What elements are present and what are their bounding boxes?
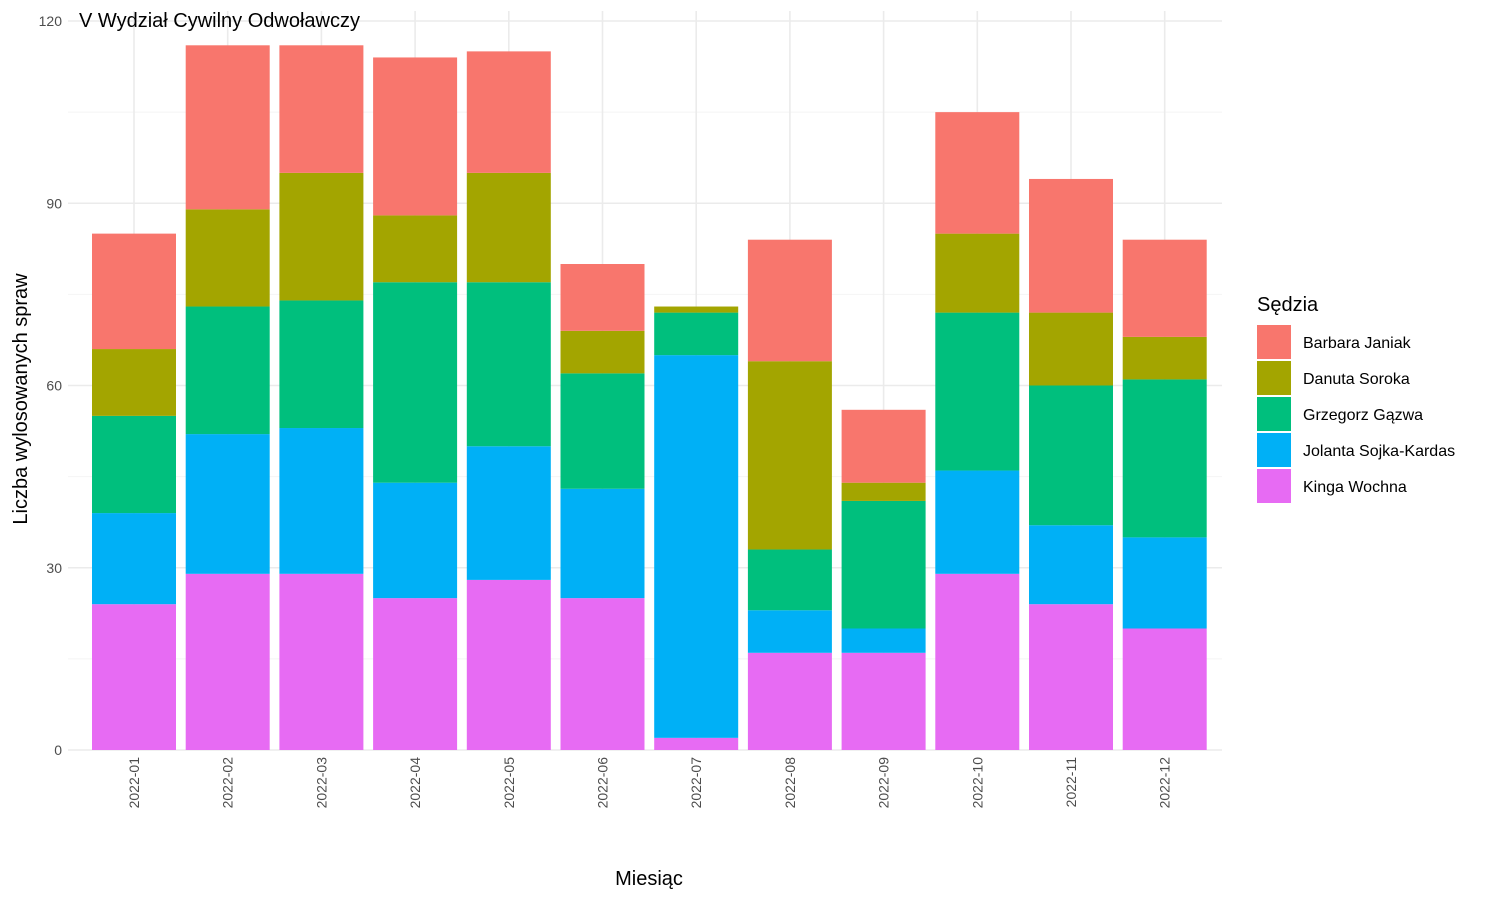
bar-segment <box>373 598 458 750</box>
legend-title: Sędzia <box>1257 294 1319 316</box>
bar-segment <box>935 312 1020 471</box>
bar-segment <box>747 610 832 653</box>
bar-segment <box>185 573 270 750</box>
legend-label: Barbara Janiak <box>1303 335 1412 352</box>
bar-segment <box>92 349 176 416</box>
bar-segment <box>935 573 1020 750</box>
x-tick-label: 2022-01 <box>126 757 142 809</box>
bar-segment <box>747 652 832 750</box>
x-tick-label: 2022-06 <box>595 757 611 809</box>
bar-segment <box>1029 525 1113 605</box>
bar-segment <box>841 500 926 629</box>
bar-segment <box>841 628 926 653</box>
bar-segment <box>560 488 645 599</box>
bar-segment <box>841 482 926 501</box>
legend: Sędzia Barbara Janiak Danuta Soroka Grzego… <box>1257 294 1455 503</box>
bar-segment <box>466 579 551 750</box>
legend-label: Jolanta Sojka-Kardas <box>1303 443 1455 460</box>
bar-segment <box>747 239 832 362</box>
bar-segment <box>935 470 1020 574</box>
x-tick-label: 2022-08 <box>782 757 798 809</box>
bar-segment <box>1122 336 1207 380</box>
bar-segment <box>279 300 364 429</box>
bar-segment <box>466 282 551 447</box>
y-tick-label: 60 <box>46 378 62 394</box>
bar-segment <box>654 355 739 738</box>
bar-segment <box>185 209 270 307</box>
bar-segment <box>1029 604 1113 750</box>
bar-segment <box>373 282 458 483</box>
x-tick-label: 2022-07 <box>688 757 704 809</box>
bar-segment <box>466 51 551 173</box>
bar-segment <box>747 549 832 611</box>
bar-segment <box>92 513 176 605</box>
bar-segment <box>560 264 645 331</box>
x-tick-label: 2022-04 <box>407 757 423 809</box>
legend-label: Kinga Wochna <box>1303 479 1407 496</box>
x-tick-label: 2022-10 <box>969 757 985 809</box>
bar-segment <box>1122 379 1207 538</box>
y-axis-ticks: 0 30 60 90 120 <box>39 13 63 758</box>
bar-segment <box>373 482 458 599</box>
bar-segment <box>935 233 1020 313</box>
bar-segment <box>841 652 926 750</box>
bar-segment <box>1122 239 1207 337</box>
bar-segment <box>1122 537 1207 629</box>
y-tick-label: 90 <box>46 195 62 211</box>
bar-segment <box>1029 385 1113 526</box>
y-tick-label: 120 <box>39 13 63 29</box>
bar-segment <box>1029 312 1113 386</box>
y-tick-label: 0 <box>54 742 62 758</box>
legend-swatch <box>1257 325 1291 359</box>
bar-segment <box>466 446 551 580</box>
x-axis-ticks: 2022-01 2022-02 2022-03 2022-04 2022-05 2022-… <box>126 757 1173 809</box>
bar-segment <box>935 112 1020 234</box>
bar-segment <box>279 428 364 574</box>
legend-swatch <box>1257 397 1291 431</box>
bar-segment <box>560 598 645 750</box>
bar-segment <box>466 172 551 283</box>
x-tick-label: 2022-03 <box>313 757 329 809</box>
legend-label: Grzegorz Gązwa <box>1303 407 1423 424</box>
y-tick-label: 30 <box>46 560 62 576</box>
bars <box>92 45 1207 750</box>
legend-swatch <box>1257 361 1291 395</box>
legend-swatch <box>1257 433 1291 467</box>
x-tick-label: 2022-02 <box>220 757 236 809</box>
chart-title: V Wydział Cywilny Odwoławczy <box>79 10 360 32</box>
x-tick-label: 2022-09 <box>876 757 892 809</box>
bar-segment <box>279 172 364 301</box>
legend-swatch <box>1257 469 1291 503</box>
bar-segment <box>1122 628 1207 750</box>
bar-segment <box>279 45 364 173</box>
legend-label: Danuta Soroka <box>1303 371 1410 388</box>
bar-segment <box>560 373 645 489</box>
bar-segment <box>185 45 270 210</box>
bar-segment <box>279 573 364 750</box>
bar-segment <box>373 57 458 216</box>
bar-segment <box>654 306 739 313</box>
bar-segment <box>373 215 458 283</box>
bar-segment <box>560 330 645 374</box>
bar-segment <box>654 737 739 750</box>
x-tick-label: 2022-05 <box>501 757 517 809</box>
bar-segment <box>92 604 176 750</box>
bar-segment <box>841 409 926 483</box>
bar-segment <box>1029 178 1113 313</box>
x-axis-title: Miesiąc <box>615 868 683 890</box>
bar-segment <box>92 415 176 514</box>
x-tick-label: 2022-12 <box>1157 757 1173 809</box>
y-axis-title: Liczba wylosowanych spraw <box>10 273 32 525</box>
bar-segment <box>654 312 739 356</box>
bar-segment <box>185 434 270 574</box>
bar-segment <box>185 306 270 435</box>
bar-segment <box>92 233 176 350</box>
bar-segment <box>747 361 832 550</box>
x-tick-label: 2022-11 <box>1063 757 1079 808</box>
